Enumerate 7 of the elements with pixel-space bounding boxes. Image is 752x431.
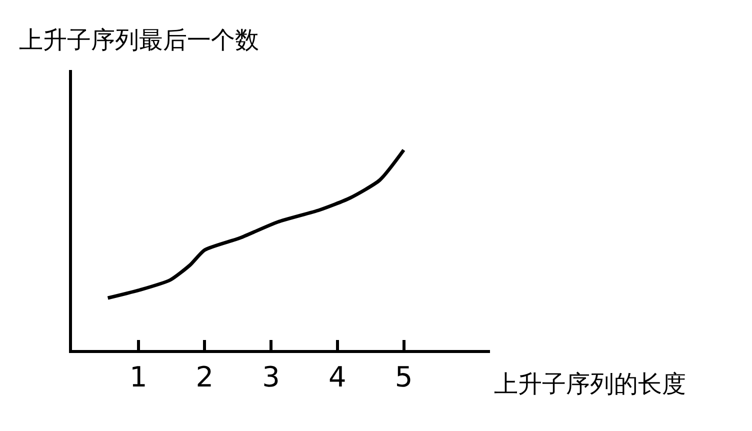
- x-tick-label: 5: [394, 360, 413, 394]
- x-tick-label: 1: [129, 360, 148, 394]
- y-axis-title: 上升子序列最后一个数: [19, 26, 259, 54]
- x-axis-title: 上升子序列的长度: [494, 370, 686, 398]
- x-tick-label: 3: [262, 360, 280, 394]
- x-tick-label: 2: [196, 360, 214, 394]
- x-tick-label: 4: [328, 360, 346, 394]
